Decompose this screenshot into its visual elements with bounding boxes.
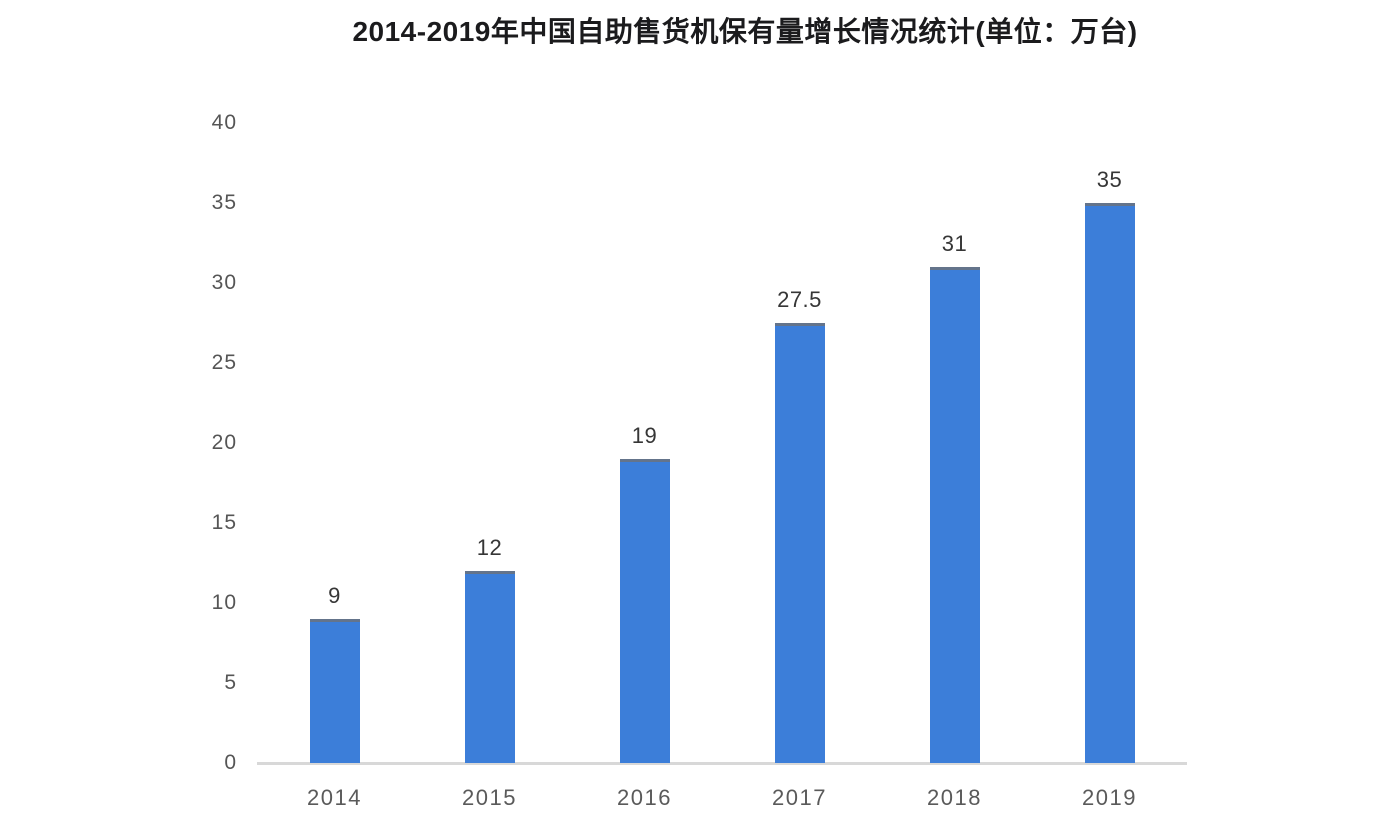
x-tick-label: 2018 [927,785,982,810]
y-tick-label: 30 [211,271,237,294]
bar-value-label: 35 [1096,167,1123,192]
y-tick-label: 5 [224,671,237,694]
bar [309,619,360,763]
bar [929,267,980,763]
x-tick-label: 2017 [772,785,827,810]
y-tick-label: 40 [211,111,237,134]
x-tick-label: 2016 [617,785,672,810]
y-tick-label: 35 [211,191,237,214]
bar-value-label: 9 [328,583,341,608]
x-tick-label: 2019 [1082,785,1137,810]
bar [464,571,515,763]
bar [1084,203,1135,763]
bar-value-label: 19 [631,423,658,448]
x-tick-label: 2015 [462,785,517,810]
y-tick-label: 10 [211,591,237,614]
bar-slot: 35 2019 [1032,123,1187,810]
y-axis: 0 5 10 15 20 25 30 35 40 [150,111,237,774]
bar-slot: 19 2016 [567,123,722,810]
y-tick-label: 25 [211,351,237,374]
plot-area: 9 2014 12 2015 19 2016 27.5 2017 31 2018 35 2019 [257,123,1187,810]
bar [774,323,825,763]
bar-value-label: 27.5 [777,287,822,312]
bar-slot: 9 2014 [257,123,412,810]
bar-value-label: 12 [476,535,503,560]
bar-slot: 27.5 2017 [722,123,877,810]
y-tick-label: 20 [211,431,237,454]
x-tick-label: 2014 [307,785,362,810]
chart-title: 2014-2019年中国自助售货机保有量增长情况统计(单位：万台) [352,16,1138,47]
bar-value-label: 31 [941,231,968,256]
bar-slot: 31 2018 [877,123,1032,810]
y-tick-label: 15 [211,511,237,534]
bar [619,459,670,763]
y-tick-label: 0 [224,751,237,774]
x-axis-line [257,762,1187,765]
bar-slot: 12 2015 [412,123,567,810]
